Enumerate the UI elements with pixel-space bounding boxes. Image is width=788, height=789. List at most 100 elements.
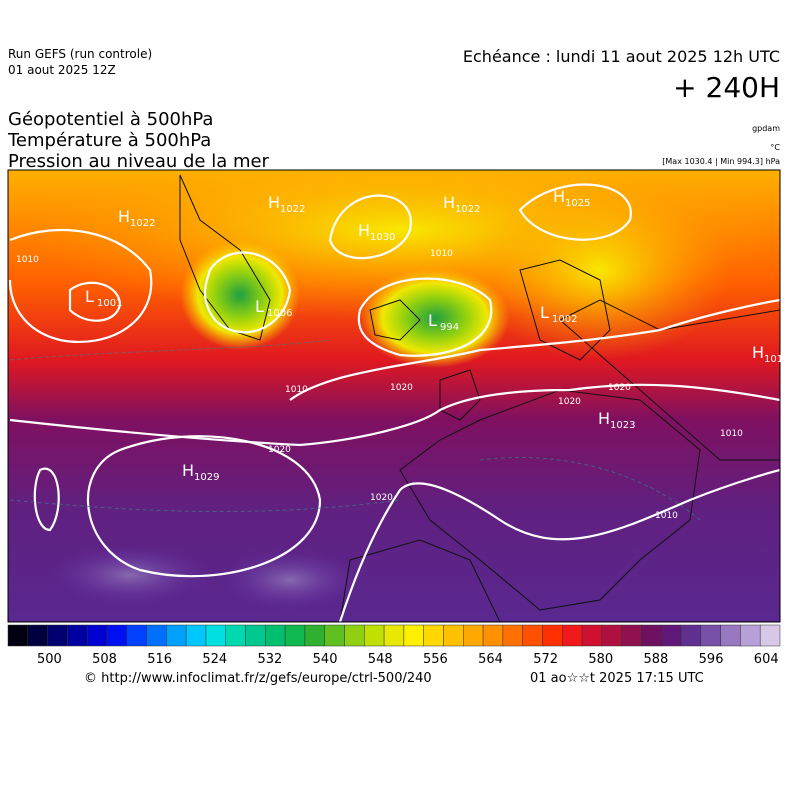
colorbar-swatch — [304, 624, 325, 647]
colorbar-tick-label: 532 — [258, 652, 283, 667]
colorbar-swatch — [27, 624, 48, 647]
isobar-label: 1020 — [370, 493, 393, 503]
center-value: 1022 — [130, 218, 155, 229]
center-kind: H — [443, 193, 455, 212]
colorbar-swatch — [185, 624, 207, 647]
colorbar-swatch — [126, 624, 147, 647]
colorbar-tick-label: 508 — [92, 652, 117, 667]
center-kind: H — [268, 193, 280, 212]
center-value: 1022 — [455, 204, 480, 215]
colorbar-swatch — [443, 624, 464, 647]
colorbar-swatch — [621, 624, 642, 647]
colorbar-swatch — [680, 624, 702, 647]
colorbar-swatch — [106, 624, 128, 647]
isobar-label: 1020 — [390, 383, 413, 393]
colorbar-swatch — [740, 624, 761, 647]
isobar-label: 1020 — [268, 445, 291, 455]
isobar-label: 1020 — [558, 397, 581, 407]
colorbar-swatch — [720, 624, 741, 647]
colorbar-tick-label: 596 — [699, 652, 724, 667]
run: Run GEFS (run controle) — [8, 47, 152, 61]
center-kind: H — [358, 221, 370, 240]
colorbar-swatch — [700, 624, 721, 647]
center-kind: L — [540, 303, 549, 322]
colorbar-tick-label: 572 — [533, 652, 558, 667]
colorbar-swatch — [205, 624, 226, 647]
footer-source: © http://www.infoclimat.fr/z/gefs/europe… — [84, 671, 432, 686]
colorbar-swatch — [581, 624, 603, 647]
colorbar-tick-label: 516 — [147, 652, 172, 667]
center-kind: H — [182, 461, 194, 480]
colorbar-tick-label: 580 — [588, 652, 613, 667]
center-value: 1002 — [552, 314, 577, 325]
isobar-label: 1020 — [608, 383, 631, 393]
map — [8, 170, 780, 622]
colorbar-swatch — [47, 624, 68, 647]
center-kind: H — [118, 207, 130, 226]
colorbar-swatch — [86, 624, 108, 647]
center-value: 994 — [440, 322, 459, 333]
colorbar-swatch — [403, 624, 424, 647]
colorbar-tick-label: 500 — [37, 652, 62, 667]
center-value: 101 — [764, 354, 783, 365]
colorbar-swatch — [562, 624, 583, 647]
colorbar-swatch — [344, 624, 365, 647]
colorbar-swatch — [660, 624, 682, 647]
center-value: 1029 — [194, 472, 219, 483]
center-kind: H — [752, 343, 764, 362]
field: Pression au niveau de la mer — [8, 151, 270, 172]
colorbar-tick-label: 556 — [423, 652, 448, 667]
footer-date: 01 ao☆☆t 2025 17:15 UTC — [530, 671, 704, 686]
colorbar-swatch — [601, 624, 622, 647]
colorbar-swatch — [482, 624, 504, 647]
center-kind: H — [553, 187, 565, 206]
center-value: 1030 — [370, 232, 395, 243]
field: Température à 500hPa — [7, 130, 211, 151]
colorbar-tick-label: 588 — [644, 652, 669, 667]
colorbar-swatch — [225, 624, 246, 647]
colorbar-swatch — [284, 624, 306, 647]
center-value: 1006 — [267, 308, 292, 319]
isobar-label: 1010 — [655, 511, 678, 521]
colorbar-tick-label: 604 — [754, 652, 779, 667]
unit: [Max 1030.4 | Min 994.3] hPa — [662, 157, 780, 166]
colorbar-swatch — [67, 624, 88, 647]
colorbar-swatch — [423, 624, 444, 647]
colorbar-swatch — [759, 624, 781, 647]
colorbar-swatch — [265, 624, 286, 647]
isobar-label: 1010 — [720, 429, 743, 439]
colorbar-swatch — [502, 624, 523, 647]
center-kind: H — [598, 409, 610, 428]
field: Géopotentiel à 500hPa — [8, 109, 213, 130]
colorbar-swatch — [383, 624, 405, 647]
map-frame — [7, 169, 781, 623]
colorbar-swatch — [7, 624, 29, 647]
center-value: 1022 — [280, 204, 305, 215]
lead-time: + 240H — [673, 71, 780, 104]
unit: gpdam — [752, 124, 780, 133]
colorbar-swatch — [463, 624, 484, 647]
center-value: 1023 — [610, 420, 635, 431]
colorbar-swatch — [245, 624, 266, 647]
colorbar-tick-label: 524 — [202, 652, 227, 667]
colorbar-swatch — [522, 624, 543, 647]
center-value: 1025 — [565, 198, 590, 209]
center-kind: L — [428, 311, 437, 330]
center-kind: L — [85, 287, 94, 306]
isobar-label: 1010 — [430, 249, 453, 259]
unit: °C — [770, 143, 780, 152]
colorbar-tick-label: 548 — [368, 652, 393, 667]
center-value: 1001 — [97, 298, 122, 309]
colorbar-tick-label: 564 — [478, 652, 503, 667]
isobar-label: 1010 — [16, 255, 39, 265]
colorbar-swatch — [542, 624, 563, 647]
colorbar-swatch — [166, 624, 187, 647]
colorbar-swatch — [146, 624, 167, 647]
colorbar-swatch — [324, 624, 345, 647]
run-date: 01 aout 2025 12Z — [8, 63, 116, 77]
isobar-label: 1010 — [285, 385, 308, 395]
colorbar-swatch — [364, 624, 385, 647]
center-kind: L — [255, 297, 264, 316]
colorbar-swatch — [641, 624, 662, 647]
